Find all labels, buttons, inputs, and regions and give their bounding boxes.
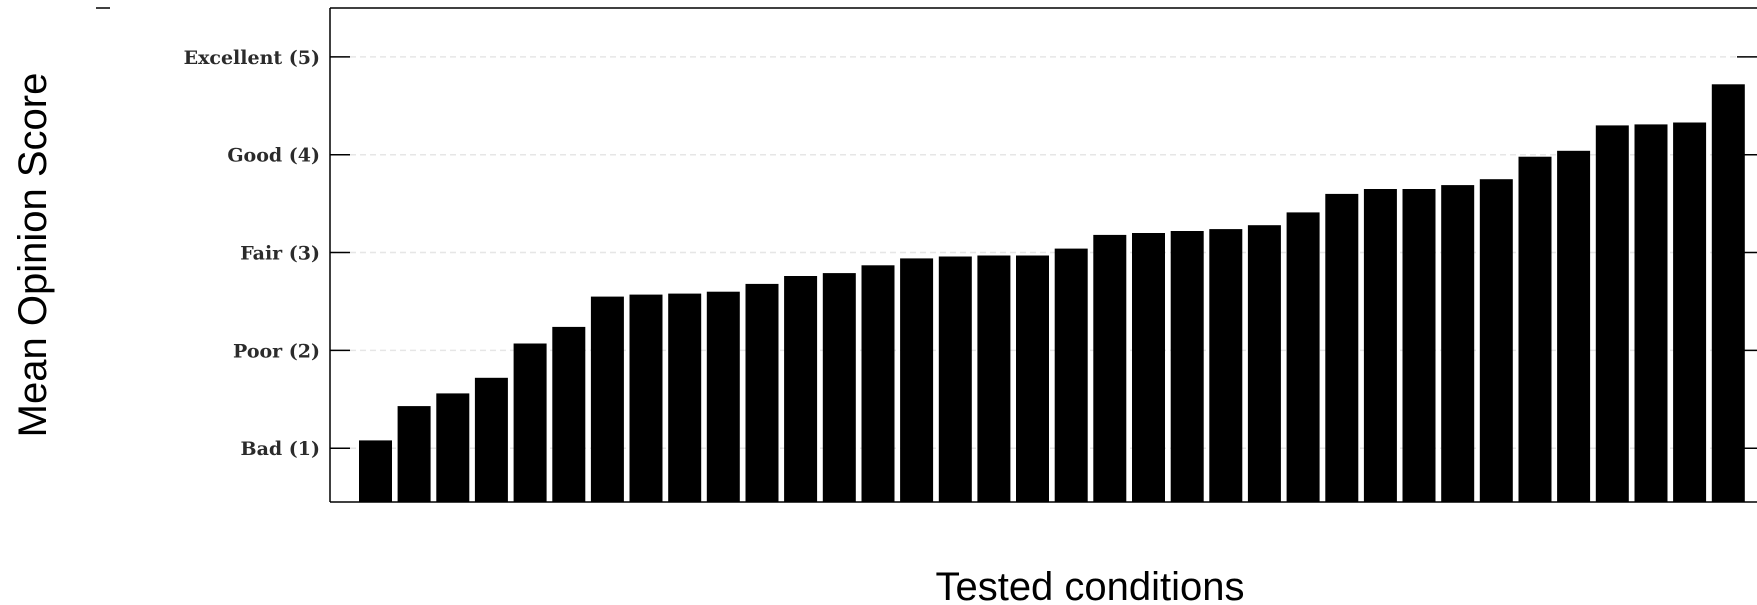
bar (668, 293, 702, 502)
bars (359, 84, 1745, 503)
bar (977, 255, 1011, 502)
bar (938, 256, 972, 502)
bar (822, 273, 856, 502)
y-tick-label: Poor (2) (233, 340, 320, 362)
bar (1247, 225, 1281, 502)
bar (900, 258, 934, 502)
y-tick-label: Bad (1) (241, 438, 320, 460)
y-ticks: Bad (1) Poor (2) Fair (3) Good (4) Excellent… (184, 47, 1757, 460)
bar (1402, 189, 1436, 502)
bar (1557, 150, 1591, 503)
bar (1518, 156, 1552, 502)
bar (590, 296, 624, 502)
bar (1209, 229, 1243, 502)
bar (1016, 255, 1049, 502)
y-tick-label: Good (4) (227, 145, 320, 167)
bar (474, 377, 508, 502)
bar (745, 283, 779, 502)
bar (1093, 234, 1127, 502)
bar (1170, 231, 1204, 502)
bar (861, 265, 895, 502)
bar (706, 291, 740, 502)
bar (1634, 124, 1668, 503)
bar (1132, 233, 1165, 502)
x-axis-title: Tested conditions (935, 565, 1244, 605)
bar (552, 326, 586, 502)
bar (1673, 122, 1707, 502)
y-tick-label: Excellent (5) (184, 47, 320, 69)
bar (1595, 125, 1629, 503)
axes (96, 7, 1757, 503)
bar (1363, 189, 1397, 502)
bar (1325, 193, 1359, 502)
bar (397, 406, 431, 502)
bar (359, 440, 392, 502)
bar (436, 393, 470, 502)
bar (1479, 179, 1513, 502)
bar (513, 343, 547, 502)
bar (1286, 212, 1320, 502)
y-axis-title: Mean Opinion Score (11, 73, 55, 438)
bar (1711, 84, 1745, 503)
y-tick-label: Fair (3) (240, 243, 320, 265)
bar (1441, 185, 1475, 502)
bar (629, 294, 663, 502)
bar (784, 276, 818, 502)
bar (1054, 248, 1088, 502)
